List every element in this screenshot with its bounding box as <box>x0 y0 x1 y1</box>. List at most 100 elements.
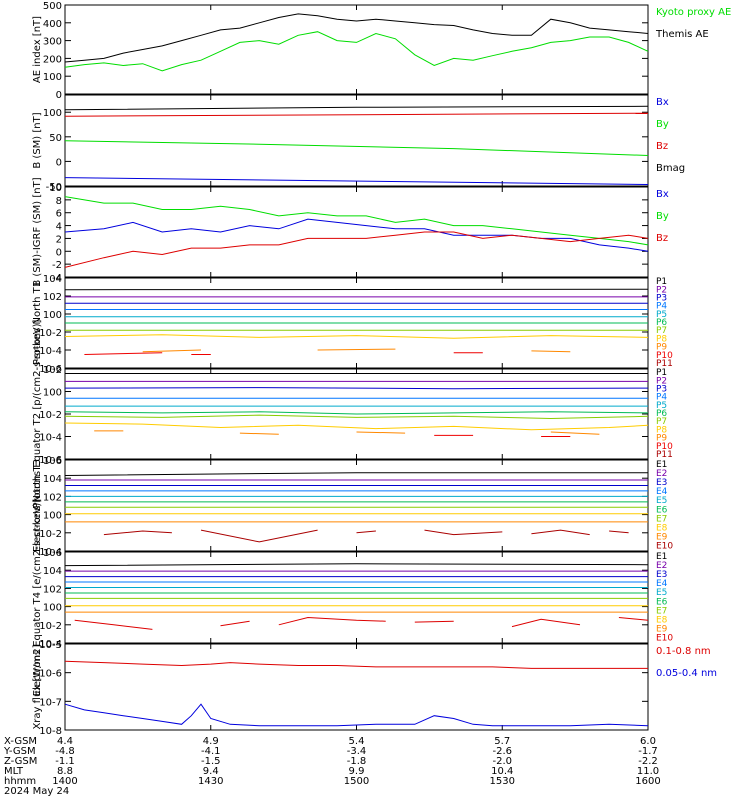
series-ae-Themis AE <box>64 13 649 63</box>
series-electrons_equator-E10-segment <box>414 620 454 623</box>
series-electrons_equator-E10-segment <box>511 618 581 628</box>
legend-electrons_equator-E9: E9 <box>656 625 668 635</box>
time-value: 1430 <box>198 776 223 787</box>
y-tick-label: 0 <box>56 157 62 168</box>
y-tick-label: 0 <box>56 90 62 101</box>
time-row-label: Y-GSM <box>3 746 36 757</box>
legend-protons_equator-P5: P5 <box>656 401 667 411</box>
series-electrons_equator-E10-segment <box>278 616 386 626</box>
legend-ae-Kyoto proxy AE: Kyoto proxy AE <box>656 7 731 18</box>
legend-protons_north-P5: P5 <box>656 310 667 320</box>
time-value: 11.0 <box>637 766 659 777</box>
time-value: -1.7 <box>638 746 658 757</box>
series-b_sm-Bmag <box>64 105 649 111</box>
series-ae-Kyoto proxy AE <box>64 31 649 72</box>
y-tick-label: 10-6 <box>39 455 62 466</box>
legend-protons_equator-P6: P6 <box>656 409 667 419</box>
time-value: 1500 <box>344 776 369 787</box>
series-protons_north-P10-segment <box>84 352 163 355</box>
time-value: 4.4 <box>57 736 73 747</box>
series-b_sm-Bx <box>64 177 649 185</box>
time-value: -2.6 <box>492 746 512 757</box>
series-protons_equator-P3 <box>64 387 649 390</box>
time-value: 5.4 <box>349 736 365 747</box>
legend-electrons_equator-E4: E4 <box>656 579 668 589</box>
time-value: 8.8 <box>57 766 73 777</box>
y-tick-label: 104 <box>43 566 62 577</box>
legend-b_igrf-By: By <box>656 211 669 222</box>
y-tick-label: 100 <box>43 108 62 119</box>
legend-xray-0.05-0.4 nm: 0.05-0.4 nm <box>656 668 717 679</box>
legend-xray-0.1-0.8 nm: 0.1-0.8 nm <box>656 646 711 657</box>
y-tick-label: 10 <box>49 183 62 194</box>
series-protons_equator-P7 <box>64 414 649 420</box>
time-value: -2.0 <box>492 756 512 767</box>
series-electrons_north-E10-segment <box>531 529 590 536</box>
time-value: -3.4 <box>347 746 367 757</box>
panel-frame-electrons_equator <box>64 551 649 644</box>
y-tick-label: 106 <box>43 456 62 467</box>
series-protons_north-P9-segment <box>531 350 571 353</box>
y-tick-label: 10-6 <box>39 669 62 680</box>
legend-b_sm-Bmag: Bmag <box>656 163 685 174</box>
legend-protons_equator-P9: P9 <box>656 434 667 444</box>
legend-protons_equator-P8: P8 <box>656 425 667 435</box>
legend-protons_north-P6: P6 <box>656 318 667 328</box>
time-value: 1400 <box>52 776 77 787</box>
y-axis-label: B (SM) [nT] <box>32 112 43 168</box>
legend-protons_north-P3: P3 <box>656 294 667 304</box>
y-tick-label: 100 <box>43 511 62 522</box>
legend-protons_equator-P2: P2 <box>656 376 667 386</box>
time-value: 10.4 <box>491 766 513 777</box>
y-tick-label: 500 <box>43 1 62 12</box>
y-axis-label: AE index [nT] <box>32 16 43 83</box>
legend-protons_north-P4: P4 <box>656 302 667 312</box>
series-protons_north-P9-segment <box>317 348 396 351</box>
legend-electrons_north-E3: E3 <box>656 478 667 488</box>
series-electrons_equator-E10-segment <box>618 617 649 621</box>
series-protons_equator-P9-segment <box>550 431 600 435</box>
time-value: 9.4 <box>203 766 219 777</box>
series-protons_equator-P9-segment <box>356 431 406 434</box>
legend-b_igrf-Bx: Bx <box>656 189 669 200</box>
series-b_igrf-Bx <box>64 218 649 252</box>
y-tick-label: 100 <box>43 603 62 614</box>
y-tick-label: 10-2 <box>39 621 62 632</box>
y-tick-label: 102 <box>43 492 62 503</box>
legend-protons_north-P2: P2 <box>656 285 667 295</box>
legend-electrons_equator-E7: E7 <box>656 606 667 616</box>
legend-electrons_north-E1: E1 <box>656 460 667 470</box>
series-electrons_north-E10-segment <box>609 530 629 534</box>
time-value: -1.8 <box>347 756 367 767</box>
series-electrons_equator-E10-segment <box>74 619 153 630</box>
y-tick-label: -50 <box>46 182 62 193</box>
series-protons_equator-P6 <box>64 411 649 415</box>
series-electrons_north-E10-segment <box>200 529 318 543</box>
legend-protons_equator-P10: P10 <box>656 442 673 452</box>
y-tick-label: 300 <box>43 37 62 48</box>
y-tick-label: 100 <box>43 310 62 321</box>
date-label: 2024 May 24 <box>4 786 69 797</box>
time-value: 6.0 <box>640 736 656 747</box>
series-xray-0.1-0.8 nm <box>64 660 648 669</box>
series-b_igrf-Bz <box>64 231 649 268</box>
y-tick-label: 10-7 <box>39 697 62 708</box>
y-tick-label: 100 <box>43 388 62 399</box>
panel-frame-xray <box>64 643 649 731</box>
series-b_sm-By <box>64 140 649 156</box>
legend-electrons_north-E7: E7 <box>656 514 667 524</box>
y-tick-label: 102 <box>43 584 62 595</box>
y-axis-label: Electrons North T3 <box>32 459 43 552</box>
y-tick-label: 400 <box>43 19 62 30</box>
y-tick-label: 8 <box>56 196 62 207</box>
time-value: 1530 <box>490 776 515 787</box>
time-value: -4.8 <box>55 746 75 757</box>
legend-electrons_north-E5: E5 <box>656 496 667 506</box>
y-tick-label: 6 <box>56 209 62 220</box>
legend-protons_equator-P4: P4 <box>656 393 667 403</box>
y-tick-label: 104 <box>43 274 62 285</box>
series-b_igrf-By <box>64 196 649 246</box>
legend-protons_north-P7: P7 <box>656 326 667 336</box>
legend-electrons_equator-E5: E5 <box>656 588 667 598</box>
